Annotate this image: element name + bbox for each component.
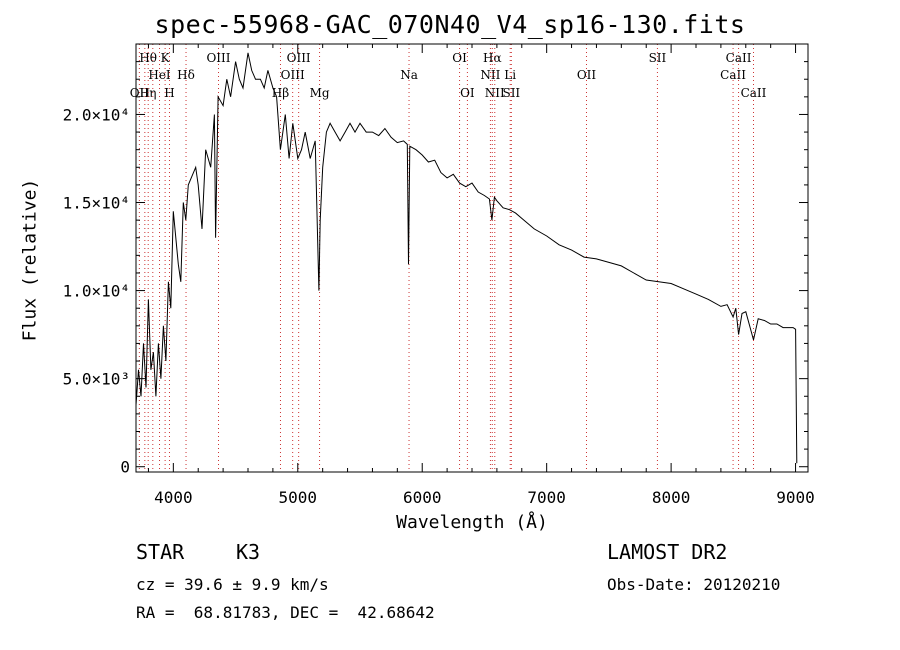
x-tick-label-0: 4000	[154, 488, 193, 507]
annotation-label-19: Li	[504, 68, 516, 82]
annotation-label-13: Na	[400, 68, 418, 82]
annotation-label-4: HeI	[148, 68, 171, 82]
y-tick-label-3: 1.5×10⁴	[63, 194, 130, 213]
annotation-label-22: SII	[649, 51, 667, 65]
annotation-label-14: OI	[452, 51, 467, 65]
series-layer	[135, 52, 798, 464]
annotation-label-21: OII	[577, 68, 597, 82]
object-subclass: K3	[236, 540, 261, 564]
annotation-label-5: K	[161, 51, 171, 65]
y-tick-label-2: 1.0×10⁴	[63, 282, 130, 301]
annotation-label-2: Hθ	[139, 51, 157, 65]
annotation-label-6: H	[164, 86, 174, 100]
annotation-label-7: Hδ	[177, 68, 195, 82]
survey-name: LAMOST DR2	[607, 540, 728, 564]
annotation-label-24: CaII	[726, 51, 752, 65]
x-tick-label-3: 7000	[527, 488, 566, 507]
annotation-label-20: SII	[502, 86, 520, 100]
line-annotations: OIIHHθηHeIKHHδOIIIHβOIIIOIIIMgNaOIOINIIH…	[130, 44, 767, 472]
annotation-label-3: η	[149, 86, 156, 100]
y-tick-label-1: 5.0×10³	[63, 370, 130, 389]
annotation-label-23: CaII	[720, 68, 746, 82]
annotation-label-8: OIII	[206, 51, 230, 65]
annotation-label-25: CaII	[741, 86, 767, 100]
x-tick-label-1: 5000	[279, 488, 318, 507]
annotation-label-11: OIII	[287, 51, 311, 65]
axis-ticks: 4000 5000 6000 7000 8000 9000 0 5.0×10³ 1.0×10⁴ 1…	[63, 43, 815, 507]
annotation-label-18: NII	[485, 86, 505, 100]
plot-frame	[135, 43, 809, 473]
annotation-label-16: NII	[480, 68, 500, 82]
observation-date: Obs-Date: 20120210	[607, 575, 781, 594]
annotation-label-17: Hα	[483, 51, 502, 65]
annotation-label-10: OIII	[281, 68, 305, 82]
coordinates: RA = 68.81783, DEC = 42.68642	[136, 603, 435, 622]
x-tick-label-5: 9000	[776, 488, 815, 507]
annotation-label-9: Hβ	[272, 86, 289, 100]
annotation-label-1: H	[140, 86, 150, 100]
chart-title: spec-55968-GAC_070N40_V4_sp16-130.fits	[154, 10, 746, 39]
x-tick-label-4: 8000	[652, 488, 691, 507]
y-tick-label-0: 0	[120, 458, 130, 477]
annotation-label-15: OI	[460, 86, 475, 100]
annotation-label-12: Mg	[310, 86, 330, 100]
object-class: STAR	[136, 540, 185, 564]
y-tick-label-4: 2.0×10⁴	[63, 105, 130, 124]
x-axis-label: Wavelength (Å)	[396, 512, 548, 533]
redshift-text: cz = 39.6 ± 9.9 km/s	[136, 575, 329, 594]
y-axis-label: Flux (relative)	[19, 178, 41, 342]
spectrum-line-0	[135, 52, 798, 464]
x-tick-label-2: 6000	[403, 488, 442, 507]
